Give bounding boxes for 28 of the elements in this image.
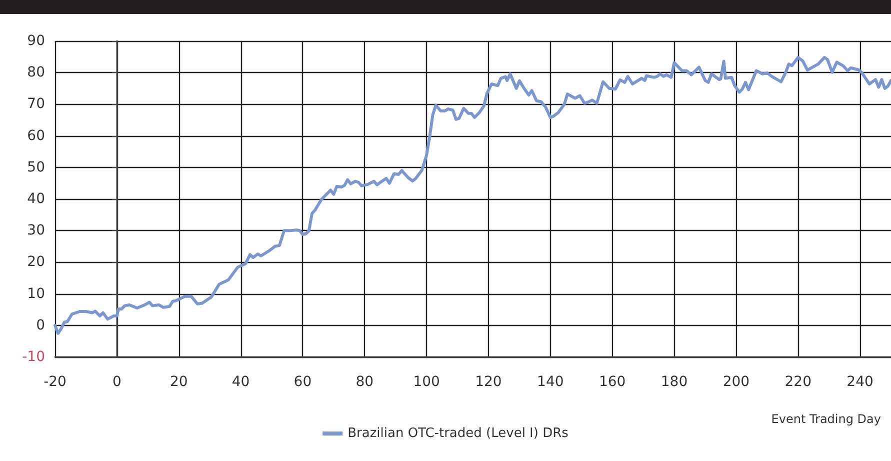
x-tick-label: 240 [846, 374, 874, 390]
y-tick-label: 10 [27, 286, 45, 302]
y-tick-label: 60 [27, 128, 45, 144]
x-tick-label: 40 [232, 374, 250, 390]
y-tick-label: 40 [27, 191, 45, 207]
x-tick-label: 60 [294, 374, 312, 390]
y-tick-label: 90 [27, 33, 45, 49]
x-tick-label: 120 [475, 374, 502, 390]
y-tick-label: 20 [27, 254, 45, 270]
x-tick-label: 100 [413, 374, 440, 390]
y-tick-label: -10 [22, 349, 45, 365]
x-tick-label: 160 [598, 374, 626, 390]
y-tick-label: 80 [27, 64, 45, 81]
x-tick-label: 80 [356, 374, 374, 390]
y-tick-label: 0 [36, 317, 45, 334]
line-series [54, 56, 891, 335]
x-tick-label: 140 [537, 374, 564, 390]
y-tick-label: 50 [27, 159, 45, 176]
x-tick-label: 180 [660, 374, 688, 390]
y-tick-label: 30 [27, 222, 45, 239]
x-tick-label: 20 [170, 374, 188, 390]
x-tick-label: -20 [44, 374, 66, 390]
x-axis-title: Event Trading Day [771, 412, 881, 426]
x-tick-label: 0 [112, 374, 122, 390]
y-tick-label: 70 [27, 96, 45, 112]
x-tick-label: 220 [784, 374, 812, 390]
legend-label: Brazilian OTC-traded (Level I) DRs [348, 426, 569, 441]
x-tick-label: 200 [722, 374, 750, 390]
